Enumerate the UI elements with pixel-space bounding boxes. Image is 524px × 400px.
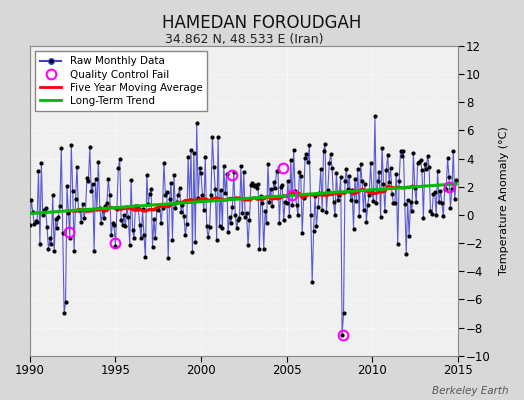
Y-axis label: Temperature Anomaly (°C): Temperature Anomaly (°C) [499,126,509,275]
Legend: Raw Monthly Data, Quality Control Fail, Five Year Moving Average, Long-Term Tren: Raw Monthly Data, Quality Control Fail, … [35,51,208,111]
Title: 34.862 N, 48.533 E (Iran): 34.862 N, 48.533 E (Iran) [165,33,323,46]
Text: HAMEDAN FOROUDGAH: HAMEDAN FOROUDGAH [162,14,362,32]
Text: Berkeley Earth: Berkeley Earth [432,386,508,396]
